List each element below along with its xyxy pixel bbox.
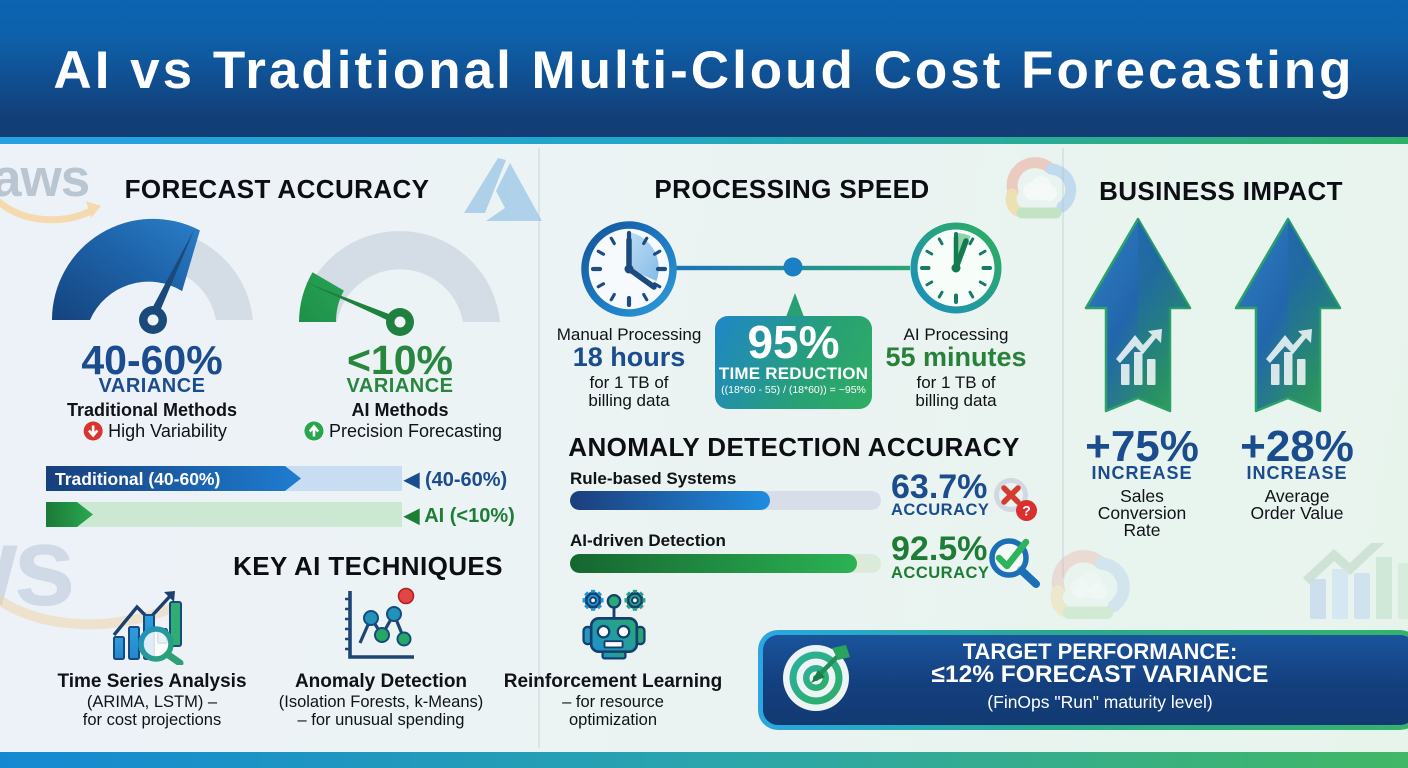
svg-text:?: ?: [1022, 503, 1031, 519]
svg-text:Traditional (40-60%): Traditional (40-60%): [55, 469, 220, 489]
